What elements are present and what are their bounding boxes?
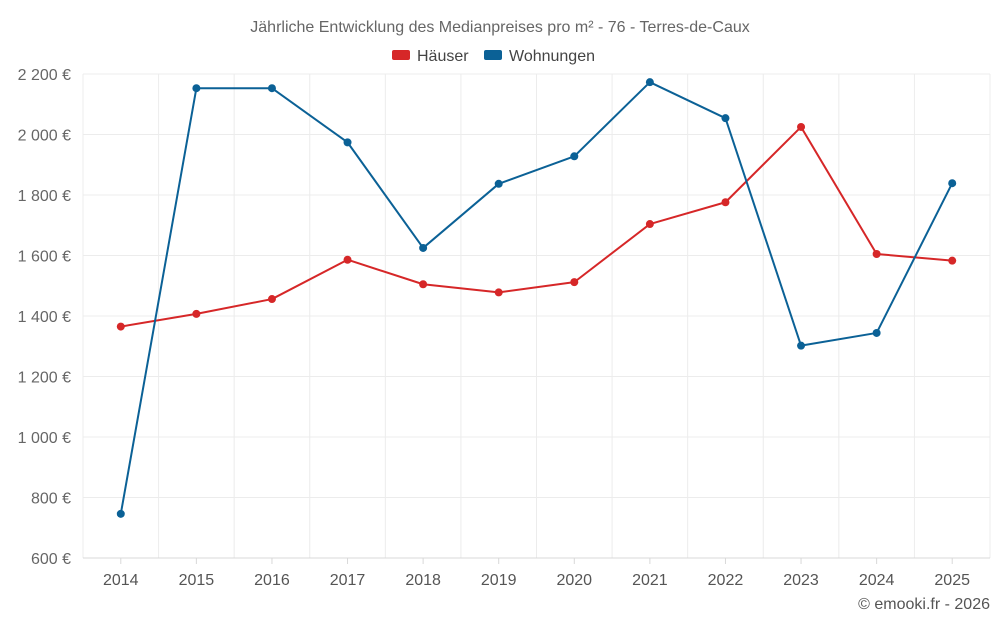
data-point-hauser[interactable] — [721, 198, 730, 207]
y-tick-label: 1 400 € — [18, 309, 71, 326]
legend-swatch-wohnungen[interactable] — [484, 50, 502, 60]
data-point-wohnungen[interactable] — [645, 78, 654, 87]
data-point-hauser[interactable] — [267, 295, 276, 304]
data-point-hauser[interactable] — [645, 220, 654, 229]
x-tick-label: 2021 — [632, 572, 668, 589]
data-point-hauser[interactable] — [419, 280, 428, 289]
x-tick-label: 2016 — [254, 572, 290, 589]
legend: Häuser Wohnungen — [392, 48, 595, 65]
y-axis: 600 € 800 € 1 000 € 1 200 € 1 400 € 1 600 € 1 … — [18, 67, 71, 568]
data-point-hauser[interactable] — [948, 256, 957, 265]
series-line-wohnungen — [119, 81, 954, 515]
x-tick-label: 2022 — [708, 572, 744, 589]
grid — [82, 73, 991, 558]
data-point-hauser[interactable] — [872, 249, 881, 258]
x-tick-label: 2024 — [859, 572, 895, 589]
x-tick-label: 2017 — [330, 572, 366, 589]
y-tick-label: 1 800 € — [18, 188, 71, 205]
series-layer — [116, 78, 957, 518]
x-axis: 2014 2015 2016 2017 2018 2019 2020 2021 2022 2023… — [83, 557, 990, 589]
x-tick-label: 2020 — [556, 572, 592, 589]
data-point-wohnungen[interactable] — [419, 243, 428, 252]
data-point-hauser[interactable] — [192, 309, 201, 318]
credit-text: © emooki.fr - 2026 — [858, 596, 990, 613]
x-tick-label: 2023 — [783, 572, 819, 589]
y-tick-label: 1 200 € — [18, 370, 71, 387]
data-point-wohnungen[interactable] — [570, 152, 579, 161]
legend-label-wohnungen[interactable]: Wohnungen — [509, 48, 595, 65]
data-point-wohnungen[interactable] — [948, 179, 957, 188]
data-point-hauser[interactable] — [116, 322, 125, 331]
y-tick-label: 2 200 € — [18, 67, 71, 84]
x-tick-label: 2018 — [405, 572, 441, 589]
data-point-wohnungen[interactable] — [267, 84, 276, 93]
x-tick-label: 2025 — [934, 572, 970, 589]
legend-label-hauser[interactable]: Häuser — [417, 48, 469, 65]
data-point-wohnungen[interactable] — [116, 509, 125, 518]
data-point-hauser[interactable] — [570, 278, 579, 287]
data-point-wohnungen[interactable] — [343, 138, 352, 147]
legend-swatch-hauser[interactable] — [392, 50, 410, 60]
data-point-wohnungen[interactable] — [797, 341, 806, 350]
x-tick-label: 2014 — [103, 572, 139, 589]
data-point-hauser[interactable] — [343, 255, 352, 264]
data-point-hauser[interactable] — [494, 288, 503, 297]
y-tick-label: 1 000 € — [18, 430, 71, 447]
data-point-wohnungen[interactable] — [494, 179, 503, 188]
y-tick-label: 1 600 € — [18, 249, 71, 266]
y-tick-label: 800 € — [31, 491, 71, 508]
data-point-hauser[interactable] — [797, 122, 806, 131]
data-point-wohnungen[interactable] — [872, 328, 881, 337]
data-point-wohnungen[interactable] — [721, 114, 730, 123]
series-line-hauser — [120, 125, 953, 328]
y-tick-label: 2 000 € — [18, 128, 71, 145]
chart-title: Jährliche Entwicklung des Medianpreises … — [250, 19, 749, 36]
x-tick-label: 2019 — [481, 572, 517, 589]
y-tick-label: 600 € — [31, 551, 71, 568]
data-point-wohnungen[interactable] — [192, 84, 201, 93]
x-tick-label: 2015 — [179, 572, 215, 589]
